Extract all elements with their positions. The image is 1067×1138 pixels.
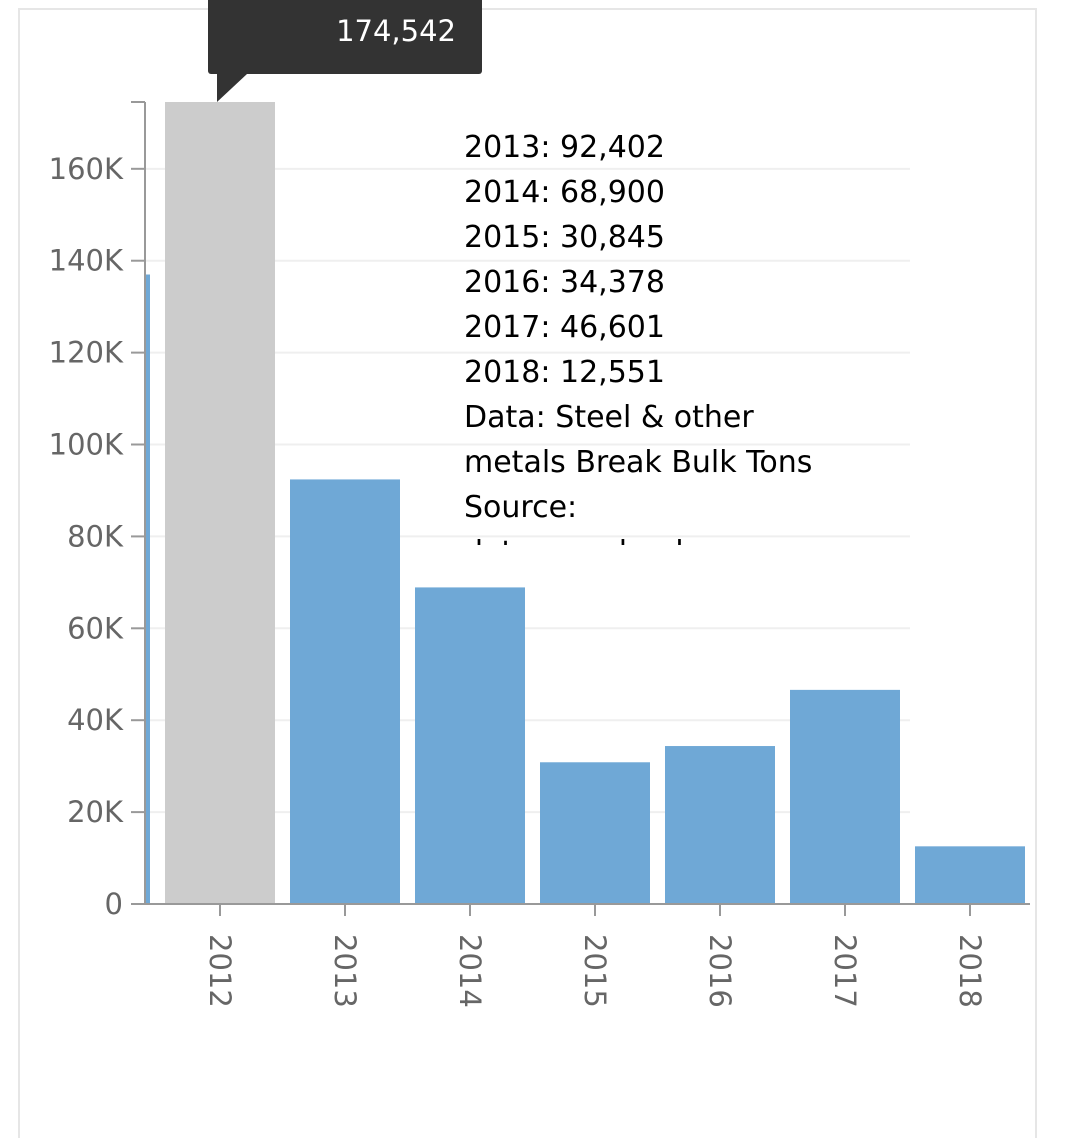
- annotation-line: metals Break Bulk Tons: [464, 445, 813, 480]
- annotation-line: 2016: 34,378: [464, 265, 665, 300]
- axes: [144, 102, 1030, 905]
- y-tick-label: 80K: [67, 519, 124, 553]
- tooltip-value: 174,542: [336, 14, 456, 48]
- bars: [145, 102, 1025, 904]
- annotation-line: 2017: 46,601: [464, 310, 665, 345]
- chart-frame: [18, 8, 1037, 1138]
- y-tick-label: 20K: [67, 795, 124, 829]
- bar-2018: [915, 846, 1025, 904]
- x-axis-ticks: 2012 2013 2014 2015 2016 2017 2018: [203, 904, 987, 1008]
- annotation-line: Source:: [464, 490, 578, 525]
- y-tick-label: 0: [105, 887, 123, 921]
- x-tick-label: 2012: [203, 934, 237, 1008]
- bar-2014: [415, 587, 525, 904]
- value-tooltip: 174,542: [208, 0, 482, 74]
- annotation-line: 2015: 30,845: [464, 220, 665, 255]
- bar-partial: [145, 274, 150, 904]
- x-tick-label: 2015: [578, 934, 612, 1008]
- x-tick-label: 2016: [703, 934, 737, 1008]
- annotation-line: 2014: 68,900: [464, 175, 665, 210]
- y-tick-label: 100K: [49, 428, 124, 462]
- y-tick-label: 140K: [49, 244, 124, 278]
- annotation-line: 2013: 92,402: [464, 130, 665, 165]
- bar-2017: [790, 689, 900, 904]
- x-tick-label: 2018: [953, 934, 987, 1008]
- y-tick-label: 60K: [67, 611, 124, 645]
- y-tick-label: 40K: [67, 703, 124, 737]
- annotation-line: Data: Steel & other: [464, 400, 754, 435]
- annotation-line: 2018: 12,551: [464, 355, 665, 390]
- y-tick-label: 120K: [49, 336, 124, 370]
- tooltip-pointer: [217, 74, 247, 102]
- annotation-line: data.maryland.gov: [464, 530, 910, 545]
- bar-2016: [665, 746, 775, 904]
- y-tick-label: 160K: [49, 152, 124, 186]
- x-tick-label: 2014: [453, 934, 487, 1008]
- annotation-note: 2013: 92,402 2014: 68,900 2015: 30,845 2…: [464, 125, 910, 545]
- y-axis-ticks: 0 20K 40K 60K 80K 100K 120K 140K 160K: [49, 101, 145, 921]
- bar-2015: [540, 762, 650, 904]
- bar-2012: [165, 102, 275, 904]
- bar-2013: [290, 479, 400, 904]
- x-tick-label: 2013: [328, 934, 362, 1008]
- x-tick-label: 2017: [828, 934, 862, 1008]
